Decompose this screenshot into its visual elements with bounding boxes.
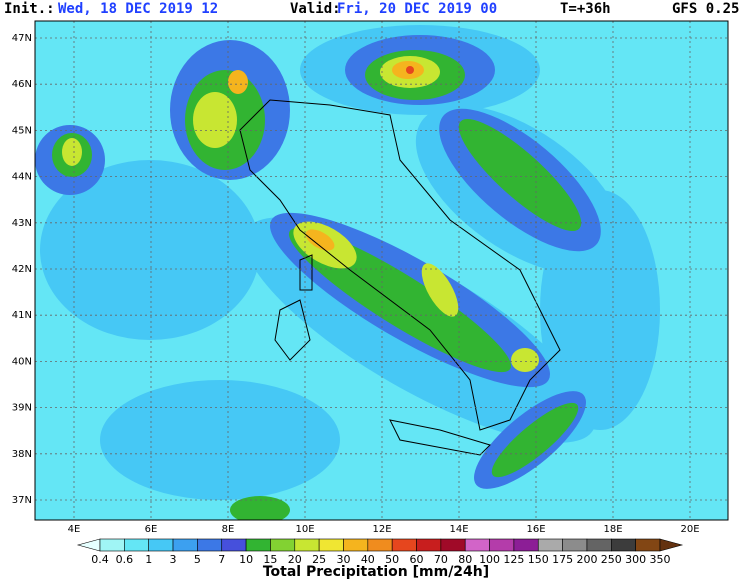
lon-label: 12E — [372, 524, 391, 535]
colorbar-arrow — [659, 538, 684, 552]
colorbar-swatch — [343, 538, 369, 552]
colorbar-label: 100 — [479, 553, 500, 566]
colorbar-label: 0.6 — [116, 553, 134, 566]
colorbar-swatch — [172, 538, 198, 552]
coastline — [239, 99, 561, 431]
colorbar-label: 30 — [336, 553, 350, 566]
colorbar-label: 80 — [458, 553, 472, 566]
colorbar-label: 70 — [434, 553, 448, 566]
colorbar-label: 150 — [528, 553, 549, 566]
colorbar-swatch — [586, 538, 612, 552]
lat-label: 45N — [12, 125, 32, 136]
colorbar-title: Total Precipitation [mm/24h] — [263, 564, 489, 580]
colorbar-swatch — [635, 538, 661, 552]
colorbar-arrow — [76, 538, 101, 552]
colorbar-swatch — [440, 538, 466, 552]
colorbar-swatch — [294, 538, 320, 552]
lat-label: 44N — [12, 172, 32, 183]
model: GFS 0.25 — [672, 1, 739, 17]
colorbar-swatch — [513, 538, 539, 552]
lon-label: 14E — [449, 524, 468, 535]
lon-label: 18E — [603, 524, 622, 535]
colorbar-label: 5 — [194, 553, 201, 566]
colorbar-swatch — [245, 538, 271, 552]
colorbar-swatch — [124, 538, 149, 552]
colorbar-label: 40 — [361, 553, 375, 566]
lat-label: 43N — [12, 218, 32, 229]
lat-label: 41N — [12, 310, 32, 321]
precip-max — [406, 66, 414, 74]
lon-label: 6E — [145, 524, 158, 535]
lon-label: 8E — [222, 524, 235, 535]
colorbar-swatch — [318, 538, 344, 552]
colorbar-swatch — [148, 538, 174, 552]
colorbar-swatch — [391, 538, 417, 552]
colorbar-label: 125 — [503, 553, 524, 566]
lat-label: 47N — [12, 33, 32, 44]
colorbar-label: 350 — [650, 553, 671, 566]
colorbar-label: 1 — [145, 553, 152, 566]
init-label: Init.: — [4, 1, 55, 17]
colorbar-label: 250 — [601, 553, 622, 566]
colorbar-swatch — [197, 538, 223, 552]
colorbar-label: 10 — [239, 553, 253, 566]
valid-label: Valid: — [290, 1, 341, 17]
lead-time: T=+36h — [560, 1, 611, 17]
lat-label: 46N — [12, 79, 32, 90]
map-frame — [34, 20, 729, 521]
lat-label: 39N — [12, 403, 32, 414]
lat-label: 42N — [12, 264, 32, 275]
colorbar-label: 25 — [312, 553, 326, 566]
colorbar-label: 20 — [288, 553, 302, 566]
colorbar-swatch — [367, 538, 393, 552]
colorbar-swatch — [99, 538, 125, 552]
islands — [274, 254, 491, 456]
colorbar-swatch — [464, 538, 490, 552]
colorbar-swatch — [489, 538, 515, 552]
lat-label: 40N — [12, 356, 32, 367]
colorbar-label: 300 — [625, 553, 646, 566]
colorbar-swatch — [270, 538, 296, 552]
colorbar-label: 200 — [576, 553, 597, 566]
colorbar-label: 60 — [410, 553, 424, 566]
lon-label: 10E — [295, 524, 314, 535]
lat-label: 37N — [12, 495, 32, 506]
lon-label: 4E — [68, 524, 81, 535]
map — [35, 21, 728, 520]
colorbar-label: 50 — [385, 553, 399, 566]
lon-label: 16E — [526, 524, 545, 535]
colorbar-swatch — [562, 538, 588, 552]
colorbar-swatch — [416, 538, 442, 552]
init-value: Wed, 18 DEC 2019 12 — [58, 1, 218, 17]
colorbar-label: 0.4 — [91, 553, 109, 566]
colorbar-label: 15 — [263, 553, 277, 566]
colorbar-swatch — [611, 538, 636, 552]
lon-label: 20E — [680, 524, 699, 535]
colorbar-label: 175 — [552, 553, 573, 566]
colorbar-label: 7 — [218, 553, 225, 566]
lat-label: 38N — [12, 449, 32, 460]
valid-value: Fri, 20 DEC 2019 00 — [337, 1, 497, 17]
colorbar-swatch — [221, 538, 247, 552]
colorbar-label: 3 — [170, 553, 177, 566]
colorbar-swatch — [537, 538, 563, 552]
